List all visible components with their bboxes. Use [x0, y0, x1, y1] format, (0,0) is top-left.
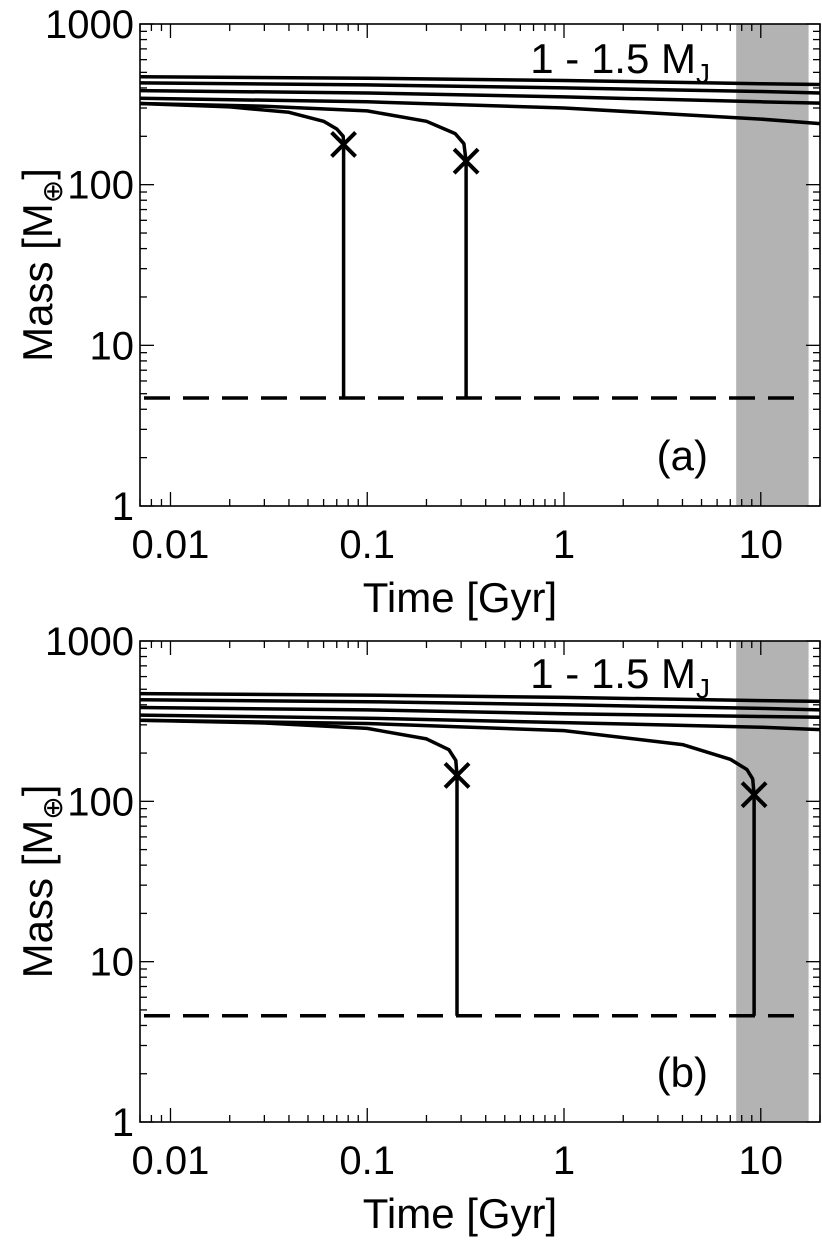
mass-range-annotation: 1 - 1.5 MJ	[530, 650, 710, 704]
series-line-6	[139, 101, 468, 398]
shaded-region	[736, 24, 809, 506]
series-line-1	[139, 691, 821, 704]
plot-frame	[139, 23, 821, 507]
x-tick-label: 0.1	[339, 1139, 395, 1183]
y-axis-title: Mass [M⊕]	[14, 168, 68, 362]
x-tick-label: 10	[739, 523, 784, 567]
x-tick-label: 1	[553, 523, 575, 567]
y-tick-label: 1000	[45, 3, 134, 47]
series-line-6	[139, 718, 756, 1016]
series-line-5	[139, 718, 459, 1016]
y-tick-label: 100	[67, 164, 134, 208]
x-tick-label: 10	[739, 1139, 784, 1183]
axis-ticks	[139, 640, 821, 1123]
series-line-2	[139, 81, 821, 95]
panel-label: (a)	[657, 432, 708, 479]
x-tick-label: 0.01	[132, 523, 210, 567]
series-line-5	[139, 101, 346, 398]
y-tick-label: 10	[90, 941, 135, 985]
x-tick-label: 0.01	[132, 1139, 210, 1183]
plot-frame	[139, 640, 821, 1123]
x-axis-title: Time [Gyr]	[363, 574, 557, 621]
chart-panel-b: 0.01 0.1 1 10 1 10 100 1000 Time [Gyr] Mass [M⊕] 1…	[14, 620, 821, 1237]
shaded-region	[736, 641, 809, 1122]
y-tick-label: 1	[112, 485, 134, 529]
series-line-3	[139, 705, 821, 719]
y-axis-title: Mass [M⊕]	[14, 785, 68, 979]
y-tick-label: 1000	[45, 620, 134, 664]
x-axis-title: Time [Gyr]	[363, 1190, 557, 1237]
disruption-marker-1	[330, 131, 357, 158]
x-tick-label: 1	[553, 1139, 575, 1183]
y-tick-label: 100	[67, 780, 134, 824]
x-tick-label: 0.1	[339, 523, 395, 567]
panel-label: (b)	[657, 1049, 708, 1096]
disruption-marker-1	[443, 762, 471, 789]
mass-range-annotation: 1 - 1.5 MJ	[530, 35, 710, 89]
series-line-4	[139, 96, 821, 126]
chart-panel-a: 0.01 0.1 1 10 1 10 100 1000 Time [Gyr] Mass [M⊕] 1…	[14, 3, 821, 621]
series-line-4	[139, 713, 821, 732]
series-line-2	[139, 698, 821, 712]
disruption-marker-2	[452, 147, 480, 175]
y-tick-label: 10	[90, 324, 135, 368]
y-tick-label: 1	[112, 1101, 134, 1145]
series-line-1	[139, 74, 821, 87]
disruption-marker-2	[740, 781, 768, 809]
series-line-3	[139, 88, 821, 105]
